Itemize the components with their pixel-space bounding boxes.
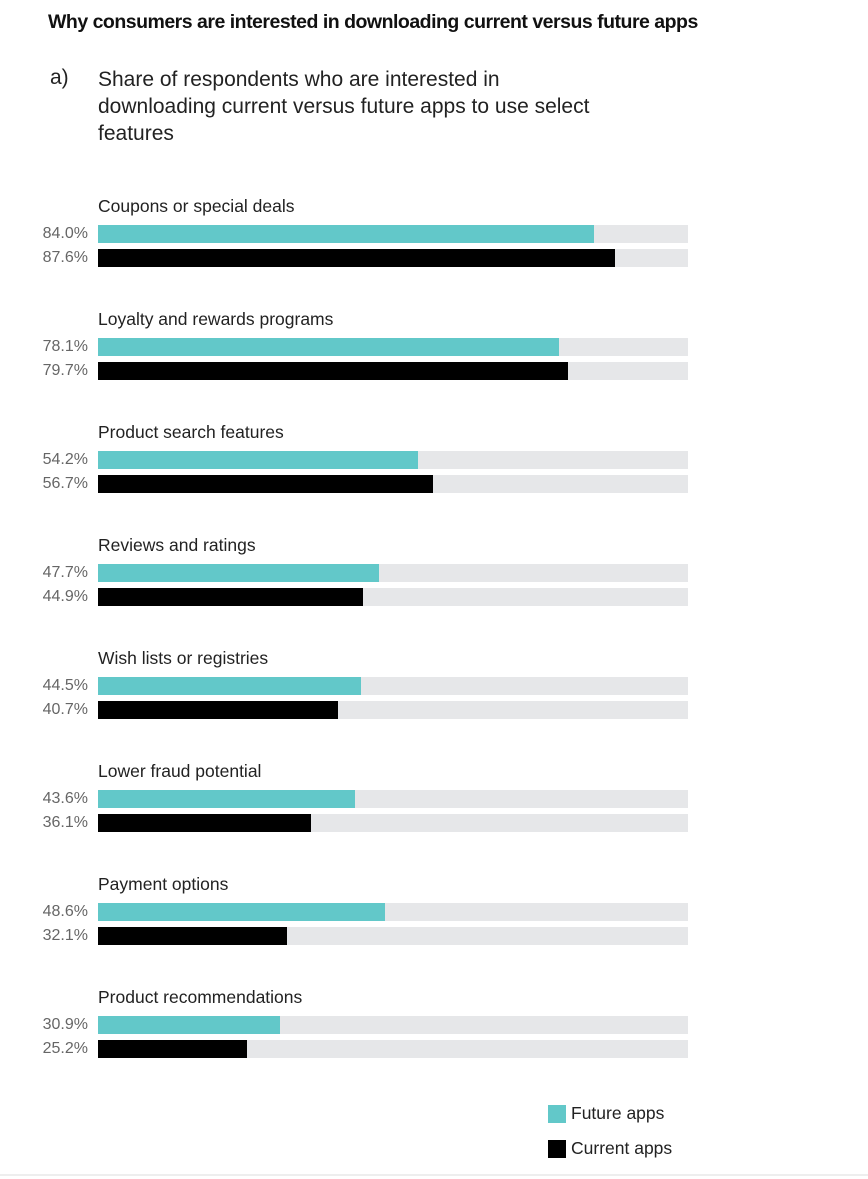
bar-track (98, 451, 688, 469)
bar-future-apps (98, 903, 385, 921)
legend-label-current: Current apps (571, 1138, 673, 1158)
bar-track (98, 677, 688, 695)
bar-track (98, 249, 688, 267)
legend-item-current: Current apps (548, 1138, 672, 1159)
category-label: Payment options (98, 874, 229, 894)
chart-subtitle: Share of respondents who are interested … (98, 68, 590, 145)
category-label: Lower fraud potential (98, 761, 262, 781)
category-label: Wish lists or registries (98, 648, 269, 668)
bar-track (98, 903, 688, 921)
bar-track (98, 338, 688, 356)
bar-track (98, 362, 688, 380)
legend-item-future: Future apps (548, 1103, 664, 1124)
category-label: Product search features (98, 422, 284, 442)
bar-future-apps (98, 225, 594, 243)
bar-track (98, 225, 688, 243)
value-label: 25.2% (42, 1040, 88, 1057)
bar-current-apps (98, 362, 569, 380)
category-label: Coupons or special deals (98, 196, 295, 216)
bar-future-apps (98, 1016, 281, 1034)
category-label: Product recommendations (98, 987, 303, 1007)
bar-current-apps (98, 814, 311, 832)
value-label: 87.6% (42, 249, 88, 266)
bar-future-apps (98, 677, 361, 695)
bar-track (98, 701, 688, 719)
value-label: 79.7% (42, 362, 88, 379)
bar-future-apps (98, 564, 380, 582)
bar-current-apps (98, 475, 433, 493)
bar-current-apps (98, 701, 339, 719)
value-label: 56.7% (42, 475, 88, 492)
bar-current-apps (98, 588, 363, 606)
bar-track (98, 588, 688, 606)
bar-future-apps (98, 451, 418, 469)
bar-track (98, 564, 688, 582)
legend-swatch-future (548, 1104, 566, 1123)
value-label: 84.0% (42, 225, 88, 242)
category-label: Loyalty and rewards programs (98, 309, 334, 329)
divider (0, 1174, 868, 1176)
category-label: Reviews and ratings (98, 535, 256, 555)
value-label: 30.9% (42, 1016, 88, 1033)
value-label: 54.2% (42, 451, 88, 468)
bar-track (98, 1016, 688, 1034)
legend-swatch-current (548, 1139, 566, 1158)
bar-current-apps (98, 927, 288, 945)
bar-track (98, 927, 688, 945)
bar-track (98, 1040, 688, 1058)
value-label: 48.6% (42, 903, 88, 920)
value-label: 40.7% (42, 701, 88, 718)
subtitle-letter: a) (50, 66, 69, 89)
value-label: 36.1% (42, 814, 88, 831)
value-label: 43.6% (42, 790, 88, 807)
value-label: 47.7% (42, 564, 88, 581)
bar-track (98, 790, 688, 808)
legend-label-future: Future apps (571, 1103, 665, 1123)
bar-track (98, 475, 688, 493)
value-label: 32.1% (42, 927, 88, 944)
bar-future-apps (98, 790, 356, 808)
bar-track (98, 814, 688, 832)
value-label: 44.5% (42, 677, 88, 694)
chart-title: Why consumers are interested in download… (48, 11, 698, 33)
bar-current-apps (98, 1040, 247, 1058)
value-label: 78.1% (42, 338, 88, 355)
bar-current-apps (98, 249, 615, 267)
value-label: 44.9% (42, 588, 88, 605)
bar-future-apps (98, 338, 559, 356)
